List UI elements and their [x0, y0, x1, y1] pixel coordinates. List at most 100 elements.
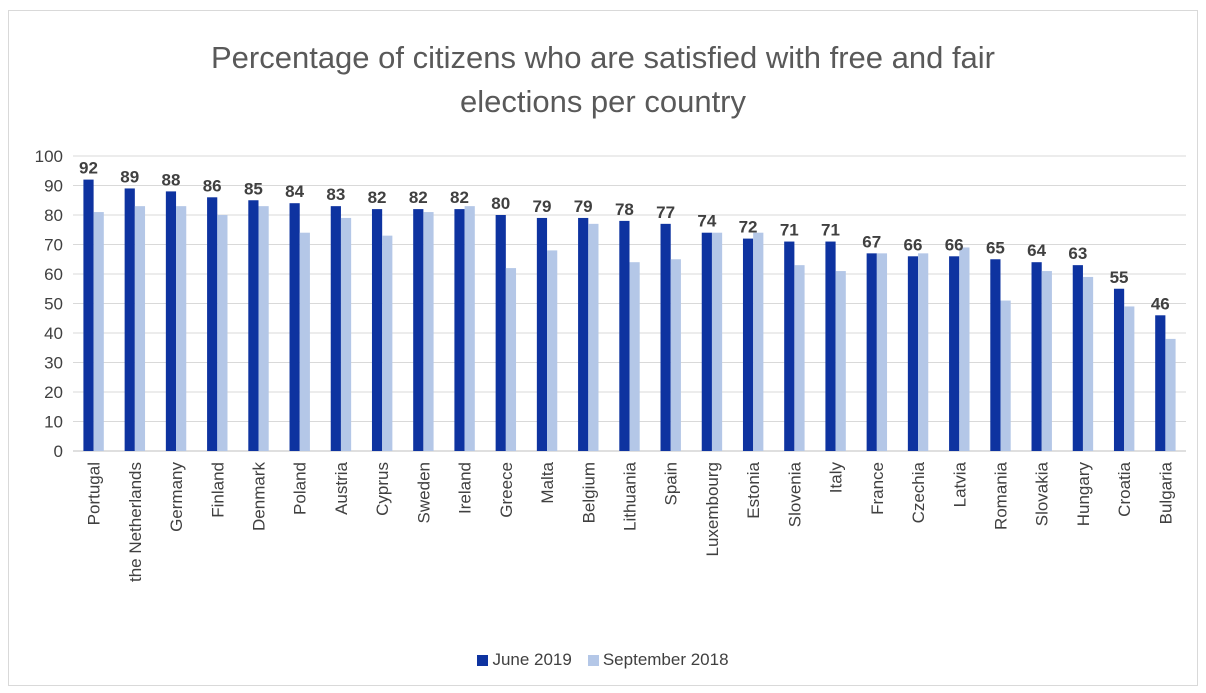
- data-label: 82: [409, 188, 428, 207]
- data-label: 71: [821, 221, 840, 240]
- x-tick-label: Estonia: [744, 461, 763, 518]
- data-label: 77: [656, 203, 675, 222]
- bar-september-2018: [1124, 306, 1135, 451]
- data-label: 63: [1068, 244, 1087, 263]
- bar-september-2018: [835, 271, 846, 451]
- bar-june-2019: [578, 217, 589, 451]
- x-tick-label: Hungary: [1074, 462, 1093, 527]
- bar-june-2019: [825, 241, 836, 451]
- x-tick-label: Romania: [992, 461, 1011, 530]
- data-label: 88: [161, 170, 180, 189]
- bar-september-2018: [670, 259, 681, 451]
- bar-june-2019: [949, 256, 960, 451]
- x-tick-label: Italy: [827, 462, 846, 494]
- bar-june-2019: [495, 215, 506, 451]
- bar-june-2019: [784, 241, 795, 451]
- x-tick-label: Spain: [662, 462, 681, 505]
- x-axis-ticks: Portugal the Netherlands Germany Finland Den…: [85, 461, 1176, 582]
- bar-september-2018: [176, 206, 187, 451]
- x-tick-label: Sweden: [414, 462, 433, 523]
- bar-september-2018: [1082, 276, 1094, 451]
- bar-june-2019: [413, 209, 424, 451]
- x-tick-label: Slovakia: [1033, 461, 1052, 526]
- data-labels: 92 89 88 86 85 84 83 82 82 82 80 79 79 78 77 74 72 71 71 67…: [79, 159, 1170, 314]
- data-label: 46: [1151, 294, 1170, 313]
- x-tick-label: Malta: [538, 461, 557, 503]
- bar-september-2018: [959, 247, 970, 451]
- bar-september-2018: [629, 262, 640, 451]
- x-tick-label: Ireland: [456, 462, 475, 514]
- data-label: 84: [285, 182, 304, 201]
- data-label: 79: [574, 197, 593, 216]
- x-tick-label: Lithuania: [621, 461, 640, 531]
- bar-september-2018: [299, 232, 310, 451]
- bar-june-2019: [330, 206, 341, 451]
- bar-june-2019: [742, 238, 754, 451]
- bar-june-2019: [289, 203, 300, 451]
- bar-june-2019: [1155, 315, 1166, 451]
- bar-june-2019: [1031, 262, 1042, 451]
- x-tick-label: Poland: [291, 462, 310, 515]
- data-label: 65: [986, 238, 1005, 257]
- y-tick-label: 10: [44, 413, 63, 432]
- chart-title-line-1: Percentage of citizens who are satisfied…: [210, 40, 996, 75]
- legend-swatch-series-1: [477, 654, 489, 666]
- x-tick-label: Latvia: [950, 461, 969, 507]
- bar-june-2019: [124, 188, 135, 451]
- y-axis-ticks: 0 10 20 30 40 50 60 70 80 90 100: [35, 147, 63, 461]
- y-tick-label: 100: [35, 147, 63, 166]
- data-label: 71: [780, 221, 799, 240]
- bar-june-2019: [371, 209, 383, 451]
- bar-june-2019: [990, 259, 1001, 451]
- bar-june-2019: [1072, 265, 1083, 451]
- y-tick-label: 60: [44, 265, 63, 284]
- bar-june-2019: [248, 200, 259, 451]
- bar-september-2018: [588, 223, 599, 451]
- data-label: 86: [203, 176, 222, 195]
- bar-september-2018: [423, 212, 434, 451]
- y-tick-label: 0: [54, 442, 63, 461]
- x-tick-label: Denmark: [250, 462, 269, 531]
- data-label: 83: [326, 185, 345, 204]
- bar-june-2019: [866, 253, 877, 451]
- y-tick-label: 30: [44, 354, 63, 373]
- x-tick-label: Austria: [332, 461, 351, 514]
- legend-item-series-1: June 2019: [477, 650, 572, 670]
- x-tick-label: Luxembourg: [703, 462, 722, 557]
- data-label: 85: [244, 179, 263, 198]
- x-tick-label: Czechia: [909, 461, 928, 523]
- bar-september-2018: [1165, 338, 1176, 451]
- bar-september-2018: [93, 212, 104, 451]
- x-tick-label: Portugal: [85, 462, 104, 525]
- data-label: 89: [120, 167, 139, 186]
- bar-september-2018: [876, 253, 888, 451]
- bar-september-2018: [382, 235, 393, 451]
- bar-september-2018: [505, 268, 517, 451]
- bar-september-2018: [258, 206, 269, 451]
- data-label: 78: [615, 200, 634, 219]
- x-tick-label: the Netherlands: [126, 462, 145, 582]
- y-tick-label: 40: [44, 324, 63, 343]
- x-tick-label: Croatia: [1115, 461, 1134, 516]
- y-tick-label: 50: [44, 295, 63, 314]
- bar-june-2019: [701, 232, 712, 451]
- y-tick-label: 70: [44, 236, 63, 255]
- data-label: 66: [903, 235, 922, 254]
- x-tick-label: Belgium: [579, 462, 598, 523]
- chart-title: Percentage of citizens who are satisfied…: [0, 36, 1206, 124]
- data-label: 74: [697, 212, 716, 231]
- bar-september-2018: [547, 250, 558, 451]
- legend-label-series-2: September 2018: [602, 650, 729, 669]
- bar-june-2019: [907, 256, 919, 451]
- bar-september-2018: [1000, 300, 1011, 451]
- bar-september-2018: [1041, 271, 1052, 451]
- data-label: 64: [1027, 241, 1046, 260]
- y-tick-label: 90: [44, 177, 63, 196]
- data-label: 66: [945, 235, 964, 254]
- bar-june-2019: [536, 217, 548, 451]
- y-tick-label: 80: [44, 206, 63, 225]
- chart-title-line-2: elections per country: [459, 84, 747, 119]
- bar-september-2018: [794, 265, 805, 451]
- bar-september-2018: [134, 206, 146, 451]
- legend-item-series-2: September 2018: [587, 650, 729, 670]
